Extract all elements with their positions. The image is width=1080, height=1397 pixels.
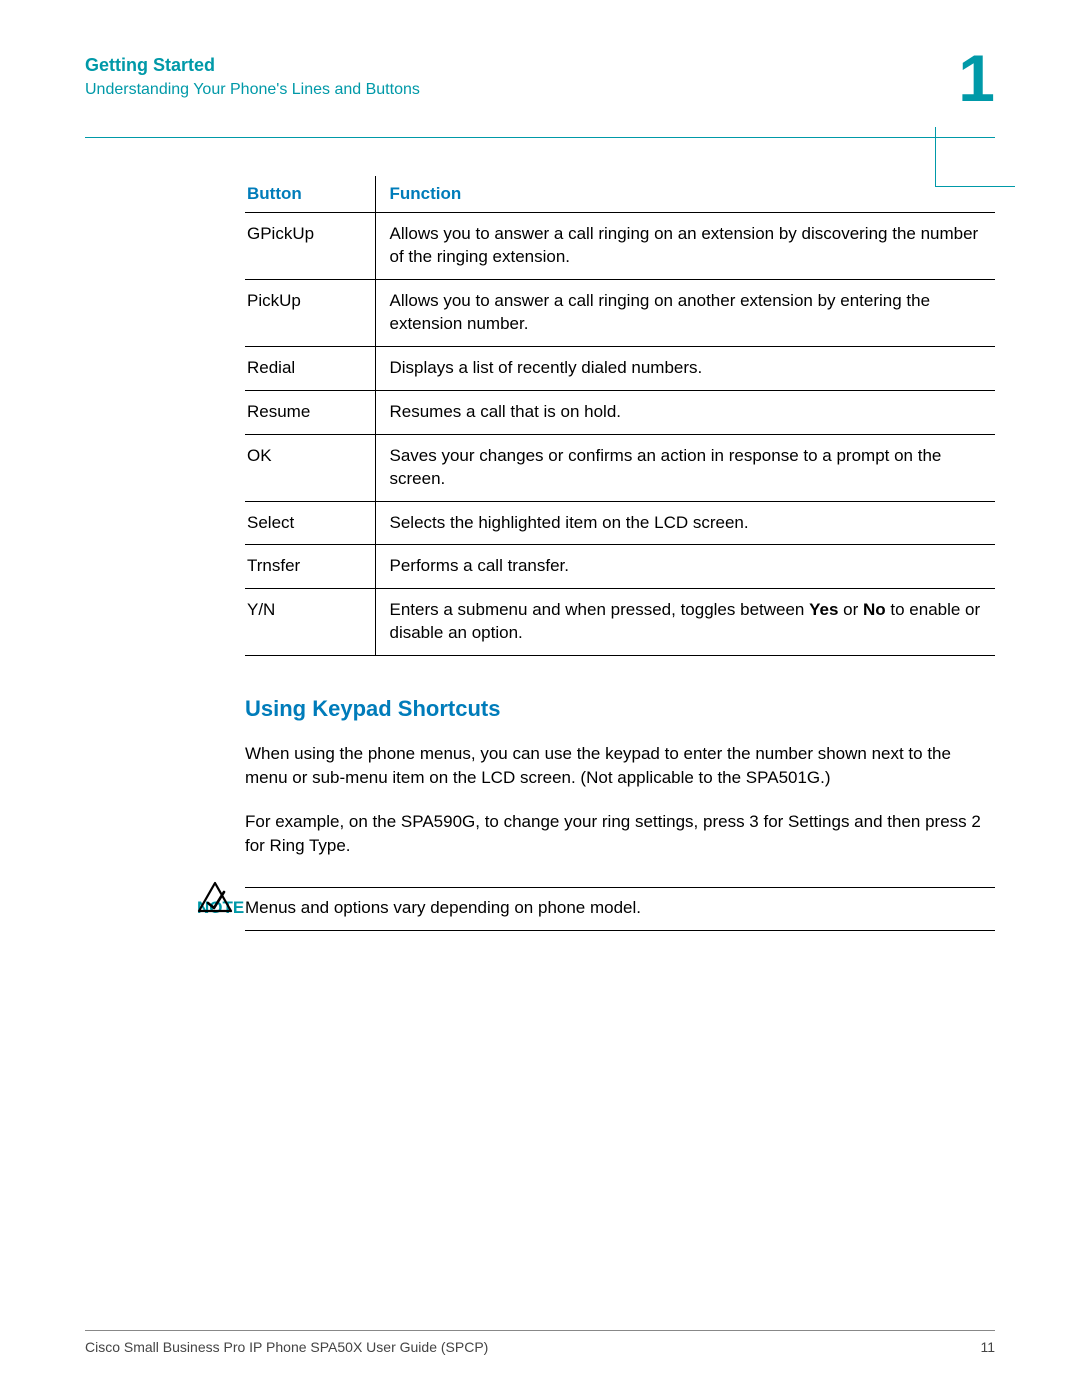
cell-button: Trnsfer [245,545,375,589]
table-row: Resume Resumes a call that is on hold. [245,390,995,434]
section-heading: Using Keypad Shortcuts [245,696,995,722]
content-area: Button Function GPickUp Allows you to an… [85,138,995,931]
body-paragraph: For example, on the SPA590G, to change y… [245,810,995,858]
cell-button: OK [245,434,375,501]
note-text: Menus and options vary depending on phon… [245,898,641,917]
chapter-box-rule [935,127,1015,187]
col-header-function: Function [375,176,995,213]
table-row: Trnsfer Performs a call transfer. [245,545,995,589]
chapter-number: 1 [958,45,995,111]
note-rule-bottom [245,930,995,931]
table-row: Select Selects the highlighted item on t… [245,501,995,545]
cell-function: Allows you to answer a call ringing on a… [375,213,995,280]
cell-button: Y/N [245,589,375,656]
cell-function: Selects the highlighted item on the LCD … [375,501,995,545]
footer-text: Cisco Small Business Pro IP Phone SPA50X… [85,1339,488,1355]
page-header: Getting Started Understanding Your Phone… [85,55,995,137]
table-header-row: Button Function [245,176,995,213]
table-row: Y/N Enters a submenu and when pressed, t… [245,589,995,656]
cell-button: GPickUp [245,213,375,280]
footer-page-number: 11 [980,1339,995,1355]
body-paragraph: When using the phone menus, you can use … [245,742,995,790]
note-icon [197,881,233,918]
cell-function: Displays a list of recently dialed numbe… [375,346,995,390]
cell-button: PickUp [245,279,375,346]
table-row: Redial Displays a list of recently diale… [245,346,995,390]
cell-function: Performs a call transfer. [375,545,995,589]
header-title: Getting Started [85,55,995,76]
cell-button: Resume [245,390,375,434]
cell-function: Enters a submenu and when pressed, toggl… [375,589,995,656]
note-block: NOTEMenus and options vary depending on … [197,887,995,931]
header-subtitle: Understanding Your Phone's Lines and But… [85,81,995,99]
cell-button: Redial [245,346,375,390]
cell-function: Allows you to answer a call ringing on a… [375,279,995,346]
cell-function: Saves your changes or confirms an action… [375,434,995,501]
note-line: NOTEMenus and options vary depending on … [245,896,995,920]
page: Getting Started Understanding Your Phone… [0,0,1080,931]
note-rule-top [245,887,995,888]
page-footer: Cisco Small Business Pro IP Phone SPA50X… [85,1330,995,1355]
table-row: GPickUp Allows you to answer a call ring… [245,213,995,280]
table-row: OK Saves your changes or confirms an act… [245,434,995,501]
col-header-button: Button [245,176,375,213]
button-function-table: Button Function GPickUp Allows you to an… [245,176,995,656]
cell-button: Select [245,501,375,545]
table-row: PickUp Allows you to answer a call ringi… [245,279,995,346]
cell-function: Resumes a call that is on hold. [375,390,995,434]
